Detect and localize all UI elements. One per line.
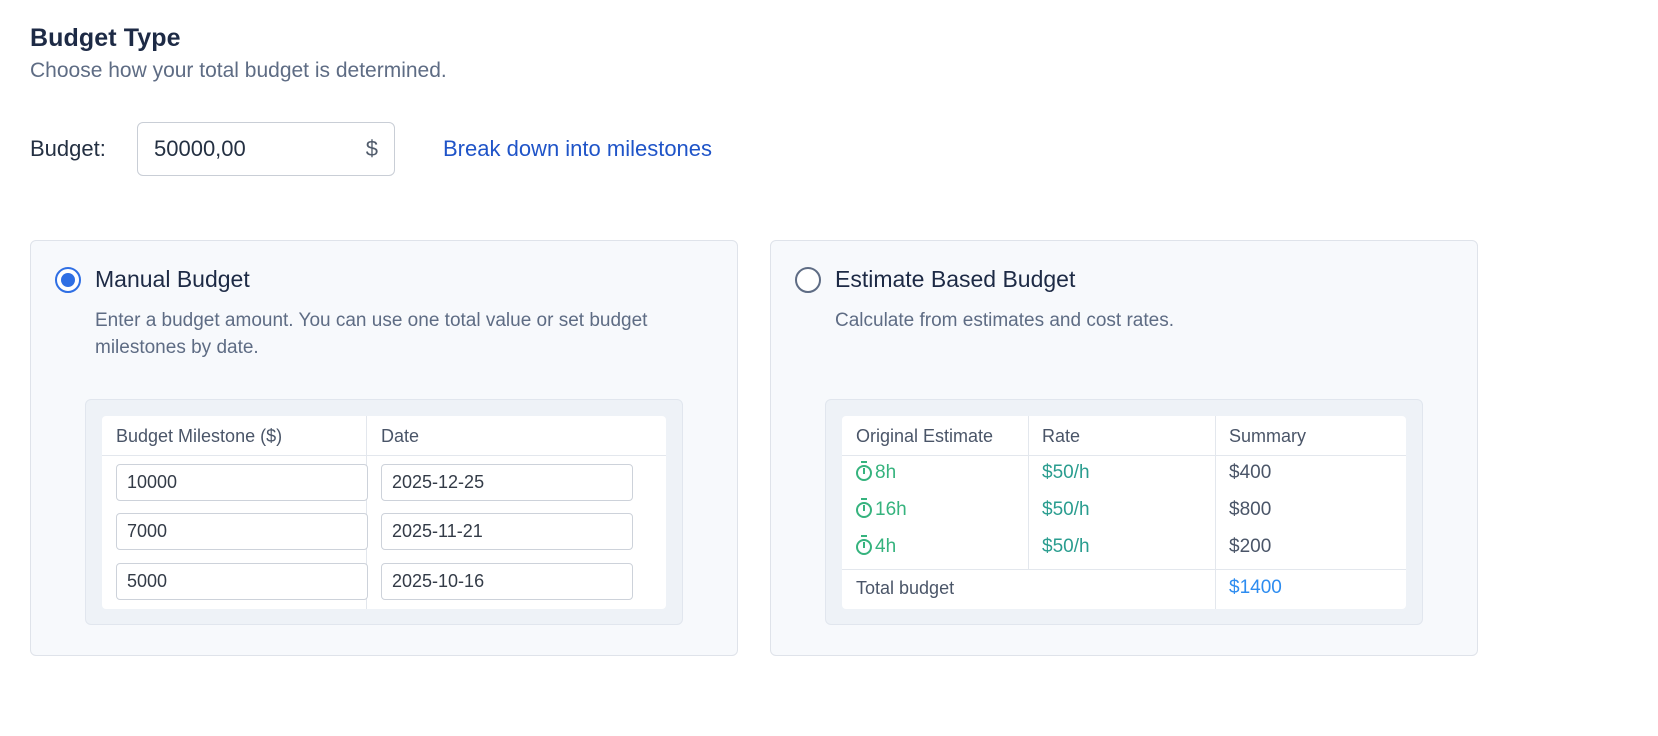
summary-cell: $800: [1229, 499, 1272, 520]
milestone-amount-field: 7000: [116, 513, 368, 550]
milestone-date-field: 2025-12-25: [381, 464, 633, 501]
column-header-date: Date: [381, 426, 420, 446]
estimate-budget-description: Calculate from estimates and cost rates.: [835, 310, 1174, 331]
break-down-milestones-link[interactable]: Break down into milestones: [443, 136, 713, 161]
table-header: Budget Milestone ($) Date: [102, 416, 666, 456]
column-divider: [1215, 416, 1216, 609]
budget-input[interactable]: 50000,00 $: [137, 122, 395, 176]
estimate-cell: 8h: [856, 461, 897, 484]
section-header: Budget Type Choose how your total budget…: [30, 24, 447, 83]
estimate-table: Original Estimate Rate Summary 8h $50/h …: [842, 416, 1406, 609]
milestone-amount-field: 10000: [116, 464, 368, 501]
radio-selected-icon[interactable]: [55, 267, 81, 293]
currency-symbol: $: [365, 136, 378, 161]
total-divider: [842, 569, 1406, 570]
milestone-table: Budget Milestone ($) Date 10000 2025-12-…: [102, 416, 666, 609]
radio-unselected-icon[interactable]: [795, 267, 821, 293]
manual-budget-description: Enter a budget amount. You can use one t…: [95, 310, 648, 358]
column-divider: [1028, 416, 1029, 569]
table-header: Original Estimate Rate Summary: [842, 416, 1406, 456]
column-divider: [366, 416, 367, 609]
estimate-budget-card[interactable]: Estimate Based Budget Calculate from est…: [770, 240, 1478, 656]
estimate-cell: 16h: [856, 498, 907, 521]
column-header-milestone: Budget Milestone ($): [116, 426, 283, 446]
rate-cell: $50/h: [1042, 462, 1090, 483]
total-budget-label: Total budget: [856, 578, 955, 598]
column-header-rate: Rate: [1042, 426, 1081, 446]
total-budget-value: $1400: [1229, 577, 1282, 598]
stopwatch-icon: [856, 498, 872, 518]
rate-cell: $50/h: [1042, 499, 1090, 520]
summary-cell: $200: [1229, 536, 1272, 557]
stopwatch-icon: [856, 461, 872, 481]
budget-label: Budget:: [30, 136, 106, 161]
milestone-date-field: 2025-10-16: [381, 563, 633, 600]
estimate-cell: 4h: [856, 535, 897, 558]
manual-budget-card[interactable]: Manual Budget Enter a budget amount. You…: [30, 240, 738, 656]
milestone-date-field: 2025-11-21: [381, 513, 633, 550]
summary-cell: $400: [1229, 462, 1272, 483]
column-header-summary: Summary: [1229, 426, 1307, 446]
estimate-value: 4h: [875, 536, 897, 557]
manual-budget-title[interactable]: Manual Budget: [95, 266, 250, 292]
rate-cell: $50/h: [1042, 536, 1090, 557]
page-subtitle: Choose how your total budget is determin…: [30, 59, 447, 82]
stopwatch-icon: [856, 535, 872, 555]
budget-row: Budget: 50000,00 $ Break down into miles…: [30, 121, 712, 177]
estimate-value: 8h: [875, 462, 897, 483]
estimate-budget-title[interactable]: Estimate Based Budget: [835, 266, 1076, 292]
budget-input-value[interactable]: 50000,00: [154, 136, 246, 161]
page-title: Budget Type: [30, 24, 181, 52]
estimate-budget-preview: Original Estimate Rate Summary 8h $50/h …: [825, 399, 1423, 625]
column-header-original-estimate: Original Estimate: [856, 426, 994, 446]
milestone-amount-field: 5000: [116, 563, 368, 600]
estimate-value: 16h: [875, 499, 907, 520]
manual-budget-preview: Budget Milestone ($) Date 10000 2025-12-…: [85, 399, 683, 625]
